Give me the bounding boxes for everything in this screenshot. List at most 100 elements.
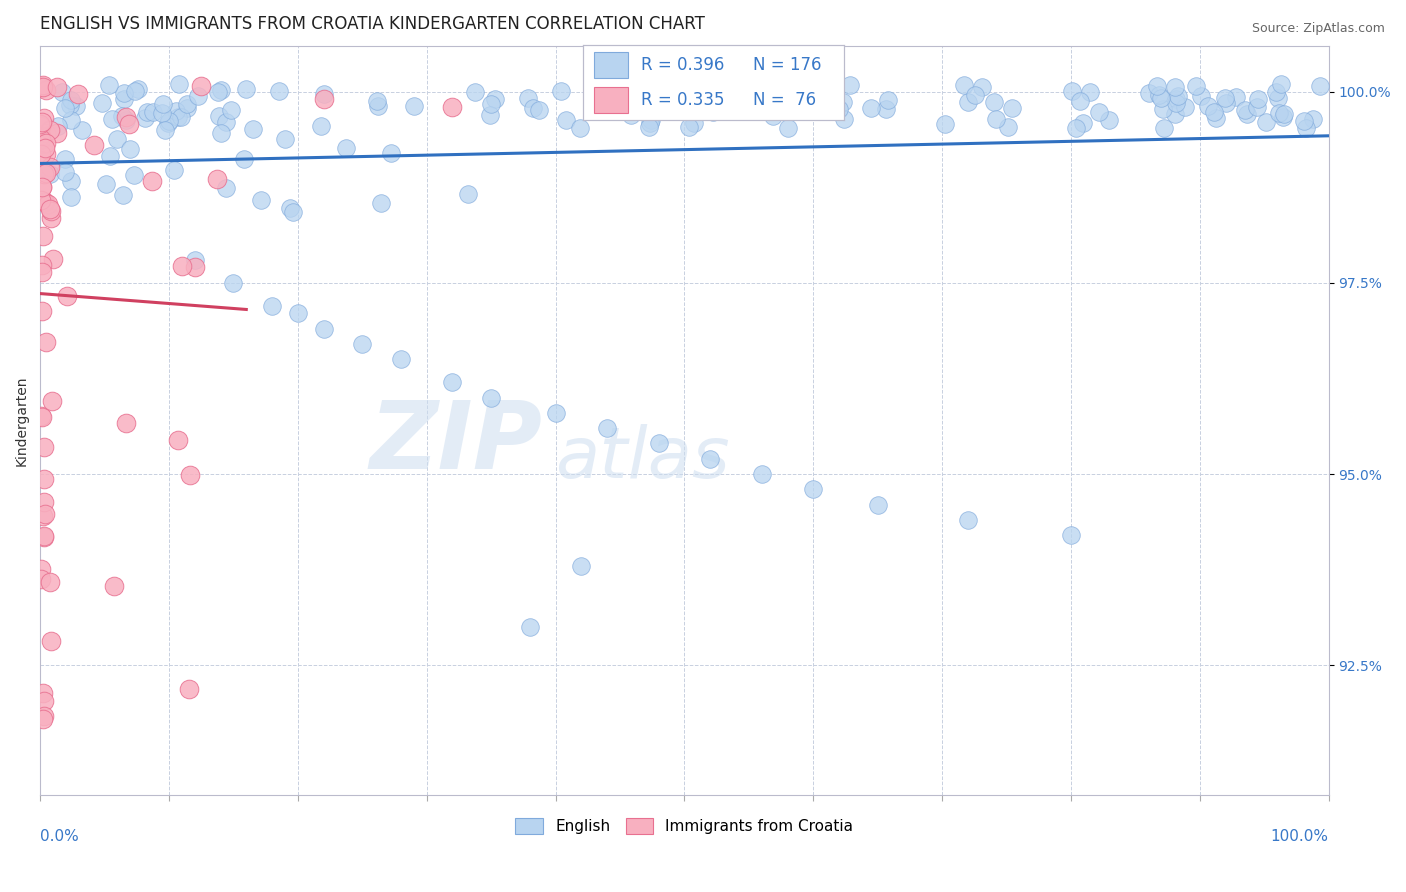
- Point: [628, 103, 651, 117]
- Point: [1302, 112, 1324, 126]
- Point: [60, 112, 83, 127]
- Point: [250, 194, 273, 208]
- Point: [72, 122, 94, 136]
- Point: [1137, 86, 1160, 100]
- Point: [1246, 100, 1268, 114]
- Point: [647, 436, 669, 450]
- Point: [207, 85, 229, 99]
- Point: [184, 260, 207, 274]
- Point: [190, 79, 212, 94]
- Point: [762, 110, 785, 124]
- Point: [31, 265, 53, 279]
- Point: [34, 141, 56, 155]
- Point: [31, 180, 53, 194]
- Point: [205, 172, 228, 186]
- Point: [260, 299, 283, 313]
- Point: [45, 126, 67, 140]
- Point: [997, 120, 1019, 134]
- Point: [31, 179, 53, 194]
- Point: [31, 115, 53, 129]
- Point: [32, 685, 55, 699]
- Text: N =  76: N = 76: [752, 91, 815, 109]
- Point: [380, 146, 402, 161]
- Point: [984, 112, 1007, 127]
- Point: [176, 96, 198, 111]
- Point: [1001, 101, 1024, 115]
- Point: [1184, 79, 1206, 94]
- Point: [105, 132, 128, 146]
- Point: [569, 558, 592, 573]
- Point: [179, 467, 201, 482]
- Point: [804, 88, 827, 103]
- Point: [839, 78, 862, 92]
- Point: [41, 211, 63, 226]
- Point: [134, 111, 156, 125]
- Point: [366, 94, 388, 108]
- Point: [34, 508, 56, 522]
- Point: [187, 89, 209, 103]
- Point: [31, 409, 53, 424]
- Point: [219, 103, 242, 117]
- Point: [31, 78, 53, 93]
- Point: [55, 288, 77, 302]
- Point: [176, 101, 198, 115]
- Point: [152, 97, 174, 112]
- Point: [153, 123, 176, 137]
- Point: [727, 82, 749, 96]
- Point: [34, 166, 56, 180]
- Point: [1236, 106, 1258, 120]
- Point: [278, 201, 301, 215]
- Point: [1163, 80, 1185, 95]
- Point: [30, 132, 52, 146]
- Point: [37, 196, 59, 211]
- Text: N = 176: N = 176: [752, 56, 821, 74]
- Point: [215, 181, 238, 195]
- Point: [100, 112, 122, 127]
- Point: [389, 352, 412, 367]
- Point: [274, 131, 297, 145]
- Point: [165, 104, 187, 119]
- Point: [1062, 85, 1084, 99]
- Point: [934, 117, 956, 131]
- Point: [41, 394, 63, 409]
- Point: [517, 91, 540, 105]
- Point: [67, 87, 90, 102]
- Point: [35, 147, 58, 161]
- Point: [963, 88, 986, 103]
- Point: [957, 95, 980, 109]
- Point: [53, 101, 76, 115]
- Point: [166, 434, 188, 448]
- Point: [702, 104, 724, 119]
- Point: [1215, 95, 1237, 110]
- Point: [59, 98, 82, 112]
- Point: [1205, 111, 1227, 125]
- Point: [638, 116, 661, 130]
- Point: [1247, 92, 1270, 106]
- Point: [34, 530, 56, 544]
- Point: [39, 634, 62, 648]
- Point: [35, 83, 58, 97]
- Point: [1147, 87, 1170, 102]
- Point: [32, 472, 55, 486]
- Point: [222, 276, 245, 290]
- Point: [53, 164, 76, 178]
- Point: [1164, 107, 1187, 121]
- Text: Source: ZipAtlas.com: Source: ZipAtlas.com: [1251, 22, 1385, 36]
- Point: [1173, 100, 1195, 114]
- Legend: English, Immigrants from Croatia: English, Immigrants from Croatia: [509, 812, 859, 840]
- Point: [464, 85, 486, 99]
- Point: [141, 104, 163, 119]
- Point: [112, 92, 135, 106]
- Point: [34, 495, 56, 509]
- Point: [30, 128, 52, 143]
- Point: [778, 120, 800, 135]
- Point: [309, 120, 332, 134]
- Point: [1064, 121, 1087, 136]
- Point: [32, 440, 55, 454]
- Point: [103, 579, 125, 593]
- Point: [1153, 120, 1175, 135]
- Point: [124, 84, 146, 98]
- Point: [479, 391, 502, 405]
- Point: [1189, 89, 1212, 103]
- Point: [1267, 91, 1289, 105]
